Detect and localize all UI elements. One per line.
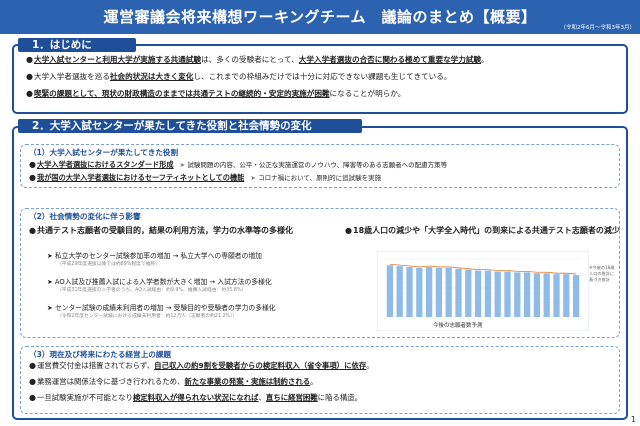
management-bullet-2-part-1: 業務運営は関係法令に基づき行われるため、 <box>37 377 185 386</box>
section-1-heading: 1．はじめに <box>18 38 136 52</box>
intro-bullet-2-part-2: 社会的状況は大きく変化 <box>109 72 194 81</box>
bullet-icon: ● <box>26 72 33 81</box>
subsection-management: （3）現在及び将来にわたる経営上の課題 ●運営費交付金は措置されておらず、自己収… <box>20 346 620 414</box>
intro-bullet-1-part-1: 大学入試センターと利用大学が実施する共通試験 <box>34 55 202 64</box>
management-bullet-1: ●運営費交付金は措置されておらず、自己収入の約9割を受験者からの検定料収入（省令… <box>29 361 374 371</box>
intro-bullet-1-part-4: 。 <box>481 55 489 64</box>
trend-item-3-note: （令和2年度センター試験における成績未利用者：約12万人（志願者の約21.2%）… <box>57 314 238 319</box>
bullet-icon: ● <box>29 173 36 182</box>
management-bullet-3-part-3: 、 <box>258 393 266 402</box>
chart-bars <box>385 258 581 318</box>
role-note-2: コロナ禍において、原則的に追試験を実施 <box>258 174 382 182</box>
role-row-1: ●大学入学者選抜におけるスタンダード形成 ➤ 試験問題の内容、公平・公正な実施運営… <box>29 160 447 170</box>
trend-item-2-note: （平成31年度選抜の入学者のうち、AO入試経由：約9.9%、推薦入試経由：約35… <box>57 288 247 293</box>
chart-bar <box>445 267 452 317</box>
arrow-icon: ➤ <box>250 174 256 182</box>
management-bullet-3-part-4: 直ちに経営困難 <box>265 393 318 402</box>
chart-bar <box>533 273 541 317</box>
management-bullet-3: ●一旦試験実施が不可能となり検定料収入が得られない状況になれば、直ちに経営困難に… <box>29 393 362 403</box>
management-bullet-1-part-2: 自己収入の約9割を受験者からの検定料収入（省令事項）に依存 <box>154 361 367 370</box>
period-label: （令和2年6月～令和3年3月） <box>560 25 636 31</box>
management-bullet-3-part-5: に陥る構造。 <box>317 393 363 402</box>
bullet-icon: ● <box>29 393 36 402</box>
trend-item-2: ➤ AO入試及び推薦入試による入学者数が大きく増加 → 入試方法の多様化 （平成… <box>47 278 272 294</box>
chart-bar <box>494 271 501 317</box>
management-bullet-2: ●業務運営は関係法令に基づき行われるため、新たな事業の発案・実施は制約される。 <box>29 377 318 387</box>
chart-bar <box>455 268 462 317</box>
chart-bar <box>465 269 472 317</box>
chart-trend-line <box>389 263 577 275</box>
applicants-forecast-chart: 今後の志願者数予測 <box>377 251 589 331</box>
role-key-2: 我が国の大学入学者選抜におけるセーフティネットとしての機能 <box>37 173 245 182</box>
intro-bullet-2-part-3: し、これまでの枠組みだけでは十分に対応できない課題も生じてきている。 <box>193 72 452 81</box>
arrow-bullet-icon: ➤ <box>47 278 55 286</box>
chart-note: ※今後の18歳人口の推計に基づき推計 <box>589 265 615 282</box>
chart-bar <box>425 267 433 317</box>
arrow-bullet-icon: ➤ <box>47 252 55 260</box>
page-number: 1 <box>630 415 636 424</box>
intro-bullet-1: ●大学入試センターと利用大学が実施する共通試験は、多くの受験者にとって、大学入学… <box>26 55 489 65</box>
diversification-heading: ●共通テスト志願者の受験目的，結果の利用方法，学力の水準等の多様化 <box>29 225 329 236</box>
section-1-box <box>12 44 628 114</box>
chart-bar <box>396 266 403 317</box>
management-bullet-2-part-2: 新たな事業の発案・実施は制約される <box>184 377 311 386</box>
trend-item-1-note: （平成29年度選抜以降では約89%程度で推移） <box>57 262 161 267</box>
role-row-2: ●我が国の大学入学者選抜におけるセーフティネットとしての機能 ➤ コロナ禍において… <box>29 173 381 183</box>
population-heading-text: 18歳人口の減少や「大学全入時代」の到来による共通テスト志願者の減少 <box>353 226 620 235</box>
chart-bar <box>523 272 531 317</box>
chart-bar <box>572 275 580 317</box>
intro-bullet-3: ●喫緊の課題として、現状の財政構造のままでは共通テストの継続的・安定的実施が困難… <box>26 89 405 99</box>
chart-bar <box>416 267 423 317</box>
management-bullet-1-part-3: 。 <box>366 361 374 370</box>
trend-item-1: ➤ 私立大学のセンター試験参加率の増加 → 私立大学への専願者の増加 （平成29… <box>47 252 262 268</box>
diversification-heading-text: 共通テスト志願者の受験目的，結果の利用方法，学力の水準等の多様化 <box>37 226 293 235</box>
bullet-icon: ● <box>345 226 352 235</box>
bullet-icon: ● <box>29 377 36 386</box>
trend-item-3-text: センター試験の成績未利用者の増加 → 受験目的や受験者の学力の多様化 <box>54 304 276 312</box>
chart-bar <box>386 265 394 317</box>
role-note-1: 試験問題の内容、公平・公正な実施運営のノウハウ、障害等のある志願者への配慮方策等 <box>187 161 448 169</box>
chart-caption: 今後の志願者数予測 <box>433 321 483 329</box>
arrow-bullet-icon: ➤ <box>47 304 55 312</box>
role-key-1: 大学入学者選抜におけるスタンダード形成 <box>37 160 174 169</box>
bullet-icon: ● <box>29 160 36 169</box>
chart-bar <box>435 267 443 317</box>
intro-bullet-2-part-1: 大学入学者選抜を巡る <box>34 72 110 81</box>
management-bullet-3-part-1: 一旦試験実施が不可能となり <box>37 393 133 402</box>
bullet-icon: ● <box>26 89 33 98</box>
management-bullet-2-part-3: 。 <box>310 377 318 386</box>
trend-item-1-text: 私立大学のセンター試験参加率の増加 → 私立大学への専願者の増加 <box>54 252 262 260</box>
page-title: 運営審議会将来構想ワーキングチーム 議論のまとめ【概要】 <box>103 8 537 26</box>
subsection-management-heading: （3）現在及び将来にわたる経営上の課題 <box>29 350 171 359</box>
population-heading: ●18歳人口の減少や「大学全入時代」の到来による共通テスト志願者の減少 <box>345 225 625 236</box>
title-bar: 運営審議会将来構想ワーキングチーム 議論のまとめ【概要】 （令和2年6月～令和3… <box>0 0 640 34</box>
subsection-social-heading: （2）社会情勢の変化に伴う影響 <box>29 212 141 221</box>
subsection-roles: （1）大学入試センターが果たしてきた役割 ●大学入学者選抜におけるスタンダード形… <box>20 144 620 188</box>
chart-bar <box>484 270 492 317</box>
intro-bullet-1-part-3: 大学入学者選抜の合否に関わる極めて重要な学力試験 <box>298 55 482 64</box>
management-bullet-3-part-2: 検定料収入が得られない状況になれば <box>132 393 259 402</box>
chart-bar <box>514 272 521 317</box>
bullet-icon: ● <box>29 226 36 235</box>
intro-bullet-3-part-2: になることが明らか。 <box>329 89 406 98</box>
chart-bar <box>563 274 570 317</box>
trend-item-2-text: AO入試及び推薦入試による入学者数が大きく増加 → 入試方法の多様化 <box>54 278 272 286</box>
subsection-social-change: （2）社会情勢の変化に伴う影響 ●共通テスト志願者の受験目的，結果の利用方法，学… <box>20 208 620 338</box>
intro-bullet-1-part-2: は、多くの受験者にとって、 <box>201 55 299 64</box>
chart-bar <box>474 270 482 317</box>
chart-bar <box>543 273 550 317</box>
arrow-icon: ➤ <box>179 161 186 169</box>
chart-bar <box>504 271 511 317</box>
bullet-icon: ● <box>26 55 33 64</box>
intro-bullet-2: ●大学入学者選抜を巡る社会的状況は大きく変化し、これまでの枠組みだけでは十分に対… <box>26 72 451 82</box>
section-2-heading: 2．大学入試センターが果たしてきた役割と社会情勢の変化 <box>18 119 362 133</box>
intro-bullet-3-part-1: 喫緊の課題として、現状の財政構造のままでは共通テストの継続的・安定的実施が困難 <box>34 89 330 98</box>
chart-bar <box>553 274 560 317</box>
chart-bar <box>406 267 413 317</box>
subsection-roles-heading: （1）大学入試センターが果たしてきた役割 <box>29 148 179 157</box>
trend-item-3: ➤ センター試験の成績未利用者の増加 → 受験目的や受験者の学力の多様化 （令和… <box>47 304 276 320</box>
bullet-icon: ● <box>29 361 36 370</box>
management-bullet-1-part-1: 運営費交付金は措置されておらず、 <box>37 361 155 370</box>
